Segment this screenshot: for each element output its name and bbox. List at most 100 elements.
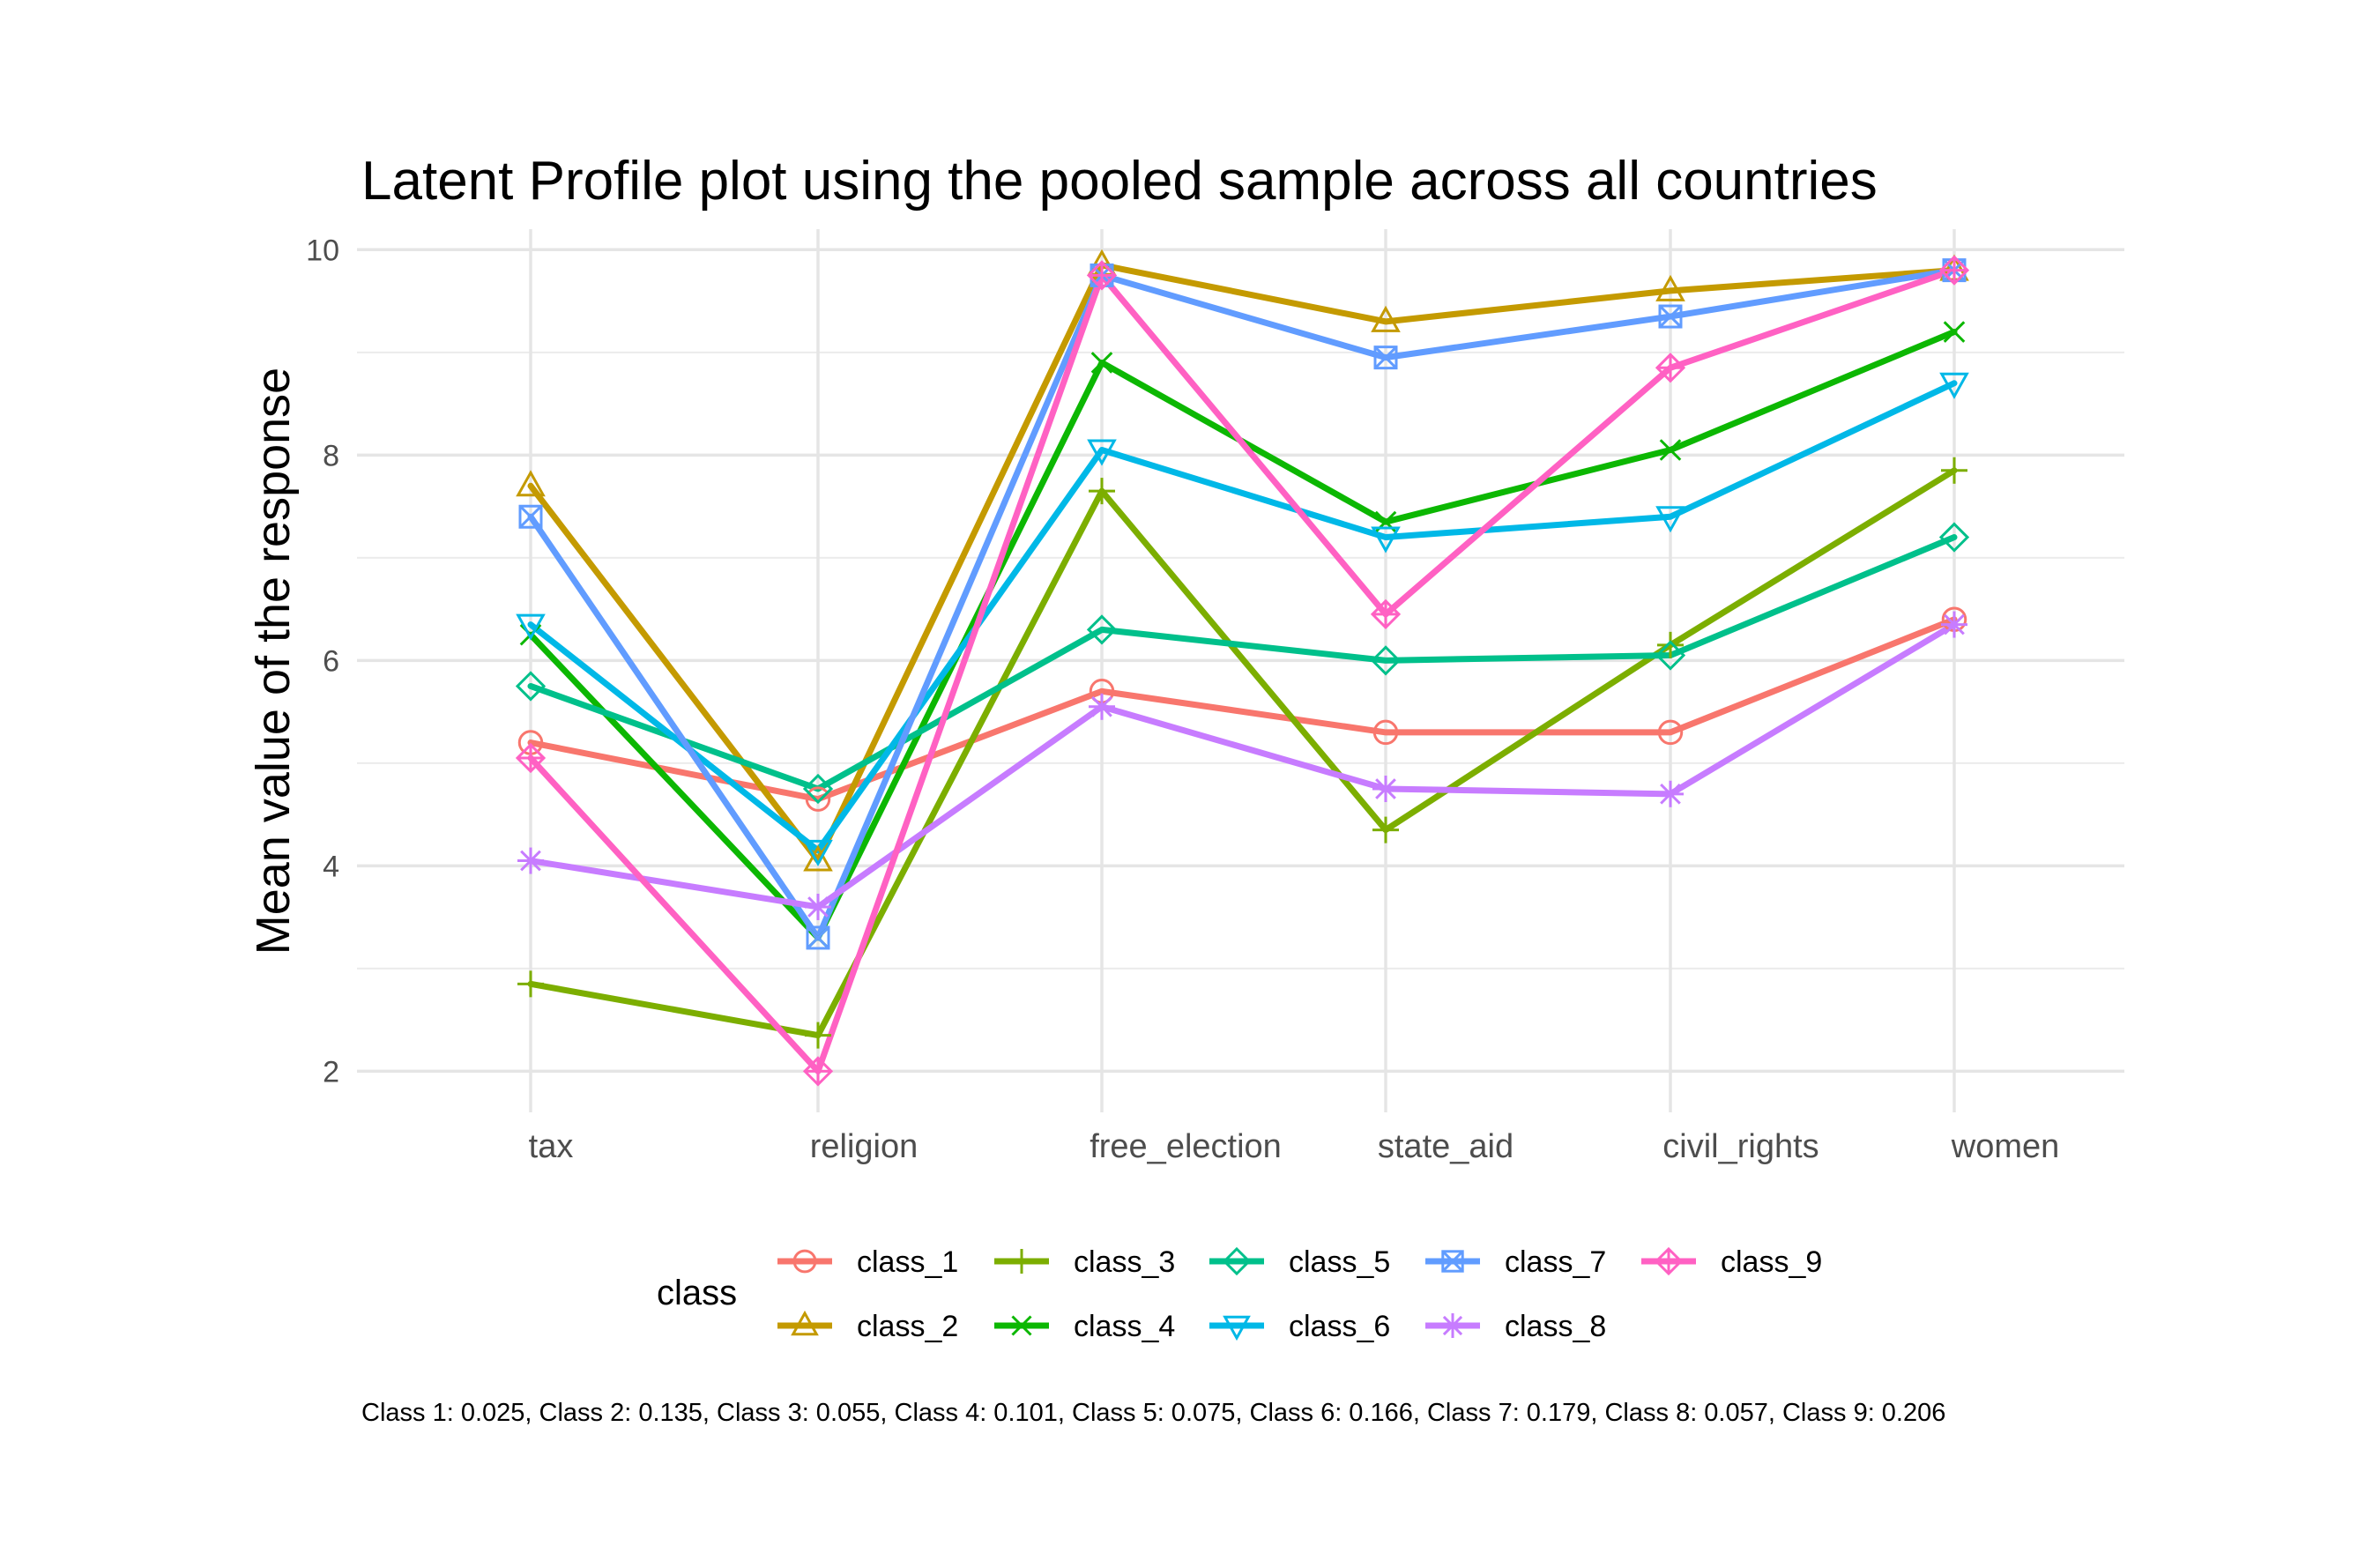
y-tick-label: 8 (323, 439, 339, 472)
y-axis-label: Mean value of the response (247, 368, 300, 955)
grid-lines (357, 229, 2124, 1112)
legend-label: class_7 (1505, 1245, 1606, 1279)
point-marker (1222, 1246, 1252, 1276)
legend-label: class_4 (1074, 1310, 1175, 1343)
series-lines (527, 262, 1958, 1074)
point-marker (805, 1022, 831, 1049)
point-marker (1938, 255, 1970, 286)
point-marker (1441, 1250, 1464, 1273)
legend-item-class_2: class_2 (777, 1310, 958, 1343)
series-line-class_2 (527, 262, 1958, 865)
legend-label: class_5 (1289, 1245, 1390, 1279)
point-marker (1440, 1313, 1465, 1338)
point-marker (1373, 346, 1398, 370)
y-tick-label: 6 (323, 644, 339, 678)
point-marker (515, 742, 547, 774)
point-marker (1655, 274, 1685, 301)
point-marker (1657, 719, 1684, 746)
x-tick-label: women (1951, 1128, 2060, 1165)
point-marker (1011, 1315, 1032, 1336)
point-marker (1372, 816, 1399, 843)
caption: Class 1: 0.025, Class 2: 0.135, Class 3:… (361, 1399, 1945, 1427)
series-line-class_3 (527, 467, 1958, 1039)
y-tick-labels: 2 4 6 8 10 (306, 234, 339, 1089)
point-marker (1657, 780, 1684, 807)
series-line-class_8 (527, 621, 1958, 910)
x-tick-label: tax (529, 1128, 574, 1165)
chart-title: Latent Profile plot using the pooled sam… (361, 151, 1878, 212)
point-marker (1086, 260, 1118, 291)
point-marker (516, 470, 546, 497)
legend-item-class_6: class_6 (1209, 1310, 1390, 1343)
point-marker (1009, 1249, 1034, 1274)
point-marker (517, 970, 544, 998)
y-tick-label: 4 (323, 850, 339, 883)
point-marker (1658, 304, 1683, 329)
x-tick-label: religion (810, 1128, 919, 1165)
point-marker (802, 773, 834, 805)
point-marker (1941, 611, 1967, 638)
x-tick-label: state_aid (1378, 1128, 1514, 1165)
series-line-class_5 (527, 534, 1958, 792)
point-marker (1089, 478, 1115, 505)
legend-item-class_3: class_3 (994, 1245, 1175, 1279)
y-tick-label: 2 (323, 1055, 339, 1089)
x-tick-labels: tax religion free_election state_aid civil_r… (529, 1128, 2060, 1165)
x-tick-label: civil_rights (1662, 1128, 1818, 1165)
legend-item-class_5: class_5 (1209, 1245, 1390, 1279)
point-marker (1090, 352, 1113, 374)
legend-item-class_9: class_9 (1641, 1245, 1822, 1279)
legend-label: class_3 (1074, 1245, 1175, 1279)
point-marker (1372, 719, 1399, 746)
series-line-class_6 (527, 380, 1958, 854)
point-marker (1371, 305, 1401, 332)
legend-item-class_1: class_1 (777, 1245, 958, 1279)
point-marker (1943, 321, 1966, 343)
point-marker (802, 1056, 834, 1087)
legend: class class_1 class_2 class_3 class_4 class_… (657, 1245, 1822, 1343)
legend-label: class_6 (1289, 1310, 1390, 1343)
legend-label: class_1 (857, 1245, 958, 1279)
point-marker (1941, 457, 1967, 484)
point-marker (1371, 526, 1401, 554)
series-line-class_9 (527, 267, 1958, 1074)
point-marker (1654, 1246, 1684, 1276)
y-tick-label: 10 (306, 234, 339, 267)
legend-item-class_7: class_7 (1425, 1245, 1606, 1279)
point-marker (791, 1310, 819, 1336)
point-marker (518, 504, 543, 529)
point-marker (1657, 631, 1684, 658)
series-line-class_1 (527, 616, 1958, 803)
point-marker (805, 786, 831, 812)
point-marker (806, 925, 830, 950)
point-marker (1370, 645, 1402, 676)
point-marker (1223, 1315, 1251, 1341)
legend-item-class_4: class_4 (994, 1310, 1175, 1343)
point-marker (1087, 439, 1117, 466)
point-marker (1089, 693, 1115, 720)
point-marker (1659, 439, 1682, 461)
legend-label: class_9 (1721, 1245, 1822, 1279)
point-marker (803, 844, 833, 872)
series-line-class_7 (527, 267, 1958, 941)
point-marker (792, 1249, 817, 1274)
point-marker (515, 671, 547, 702)
x-tick-label: free_election (1090, 1128, 1282, 1165)
point-marker (1370, 598, 1402, 630)
point-marker (1086, 614, 1118, 645)
point-marker (1655, 353, 1686, 383)
legend-label: class_2 (857, 1310, 958, 1343)
point-marker (517, 847, 544, 874)
point-marker (1655, 506, 1685, 533)
series-line-class_4 (527, 329, 1958, 941)
legend-item-class_8: class_8 (1425, 1310, 1606, 1343)
point-marker (1372, 775, 1399, 802)
legend-label: class_8 (1505, 1310, 1606, 1343)
point-marker (1655, 640, 1686, 671)
point-marker (805, 893, 831, 920)
point-marker (803, 839, 833, 866)
legend-title: class (657, 1274, 737, 1312)
point-marker (1939, 372, 1969, 399)
series-markers (515, 249, 1970, 1087)
